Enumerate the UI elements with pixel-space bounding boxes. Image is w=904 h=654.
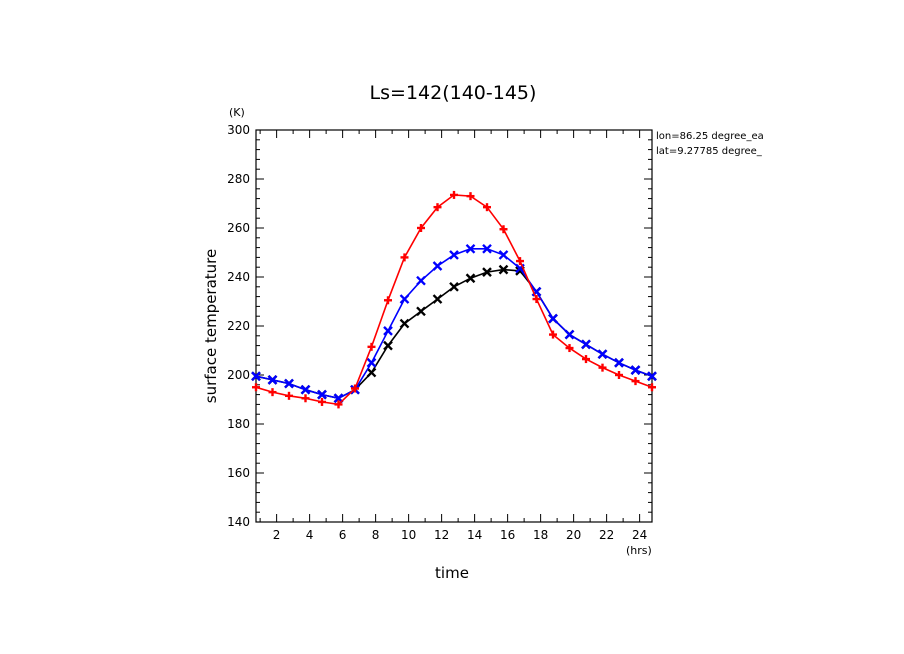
data-point-marker xyxy=(466,192,475,201)
data-point-marker xyxy=(565,344,574,353)
data-point-marker xyxy=(383,326,393,336)
data-point-marker xyxy=(416,306,426,317)
data-point-marker xyxy=(449,250,459,260)
x-tick-label: 22 xyxy=(599,528,614,542)
series-line-0 xyxy=(255,268,653,400)
data-point-marker xyxy=(267,375,278,385)
data-point-marker xyxy=(449,281,459,292)
y-tick-label: 180 xyxy=(227,417,250,431)
data-point-marker xyxy=(548,313,558,324)
x-tick-label: 4 xyxy=(306,528,314,542)
data-point-marker xyxy=(564,329,575,340)
data-point-marker xyxy=(351,384,359,393)
y-tick-label: 140 xyxy=(227,515,250,529)
y-tick-label: 200 xyxy=(227,368,250,382)
annotation-lat: lat=9.27785 degree_ xyxy=(656,146,763,157)
data-point-marker xyxy=(317,389,327,400)
data-point-marker xyxy=(399,294,410,304)
x-tick-label: 10 xyxy=(401,528,416,542)
data-point-marker xyxy=(465,273,476,284)
data-point-marker xyxy=(482,243,492,254)
data-point-marker xyxy=(301,394,310,403)
series-line-2 xyxy=(255,194,653,406)
data-point-marker xyxy=(416,275,426,286)
data-point-marker xyxy=(284,378,294,389)
data-point-marker xyxy=(597,349,608,360)
data-point-marker xyxy=(252,383,260,392)
x-tick-label: 20 xyxy=(566,528,581,542)
data-point-marker xyxy=(450,190,458,199)
y-tick-label: 280 xyxy=(227,172,250,186)
data-point-marker xyxy=(532,295,541,304)
data-point-marker xyxy=(549,330,557,339)
data-point-marker xyxy=(432,294,443,304)
x-tick-label: 8 xyxy=(372,528,380,542)
data-point-marker xyxy=(400,253,409,262)
data-point-marker xyxy=(367,342,376,351)
x-tick-label: 18 xyxy=(533,528,548,542)
plot-frame xyxy=(255,129,653,523)
data-point-marker xyxy=(465,243,476,254)
data-point-marker xyxy=(432,261,443,271)
data-point-marker xyxy=(498,264,509,275)
data-point-marker xyxy=(498,250,509,260)
y-tick-label: 260 xyxy=(227,221,250,235)
data-point-marker xyxy=(334,400,343,409)
x-tick-label: 12 xyxy=(434,528,449,542)
data-point-marker xyxy=(268,388,277,397)
y-tick-label: 240 xyxy=(227,270,250,284)
data-point-marker xyxy=(482,267,492,277)
y-axis-title: surface temperature xyxy=(202,249,220,404)
data-point-marker xyxy=(483,203,491,212)
data-point-marker xyxy=(417,224,425,232)
data-point-marker xyxy=(582,355,590,364)
x-tick-label: 14 xyxy=(467,528,482,542)
data-point-marker xyxy=(615,371,623,379)
data-point-marker xyxy=(383,340,393,351)
data-point-marker xyxy=(630,365,641,375)
data-point-marker xyxy=(366,367,377,378)
data-point-marker xyxy=(614,357,624,368)
data-point-marker xyxy=(647,371,657,382)
data-point-marker xyxy=(433,203,442,212)
data-point-marker xyxy=(516,257,524,266)
x-unit-label: (hrs) xyxy=(626,544,652,557)
y-tick-label: 300 xyxy=(227,123,250,137)
y-tick-label: 160 xyxy=(227,466,250,480)
x-tick-label: 24 xyxy=(632,528,647,542)
chart-title: Ls=142(140-145) xyxy=(370,82,537,104)
x-tick-label: 16 xyxy=(500,528,515,542)
data-point-marker xyxy=(499,225,508,234)
series-line-1 xyxy=(255,248,653,400)
data-point-marker xyxy=(318,397,326,406)
y-tick-label: 220 xyxy=(227,319,250,333)
data-point-marker xyxy=(631,377,640,386)
y-unit-label: (K) xyxy=(229,106,245,119)
data-point-marker xyxy=(251,371,261,382)
x-tick-label: 2 xyxy=(273,528,281,542)
data-point-marker xyxy=(648,383,656,392)
data-point-marker xyxy=(598,363,607,372)
data-point-marker xyxy=(581,339,591,350)
data-point-marker xyxy=(300,384,311,395)
data-point-marker xyxy=(399,318,410,329)
annotation-lon: lon=86.25 degree_ea xyxy=(656,131,764,142)
data-point-marker xyxy=(366,357,377,368)
x-axis-title: time xyxy=(435,564,469,582)
data-point-marker xyxy=(384,296,392,305)
data-point-marker xyxy=(285,391,293,400)
series-layer xyxy=(251,190,657,409)
x-tick-label: 6 xyxy=(339,528,347,542)
